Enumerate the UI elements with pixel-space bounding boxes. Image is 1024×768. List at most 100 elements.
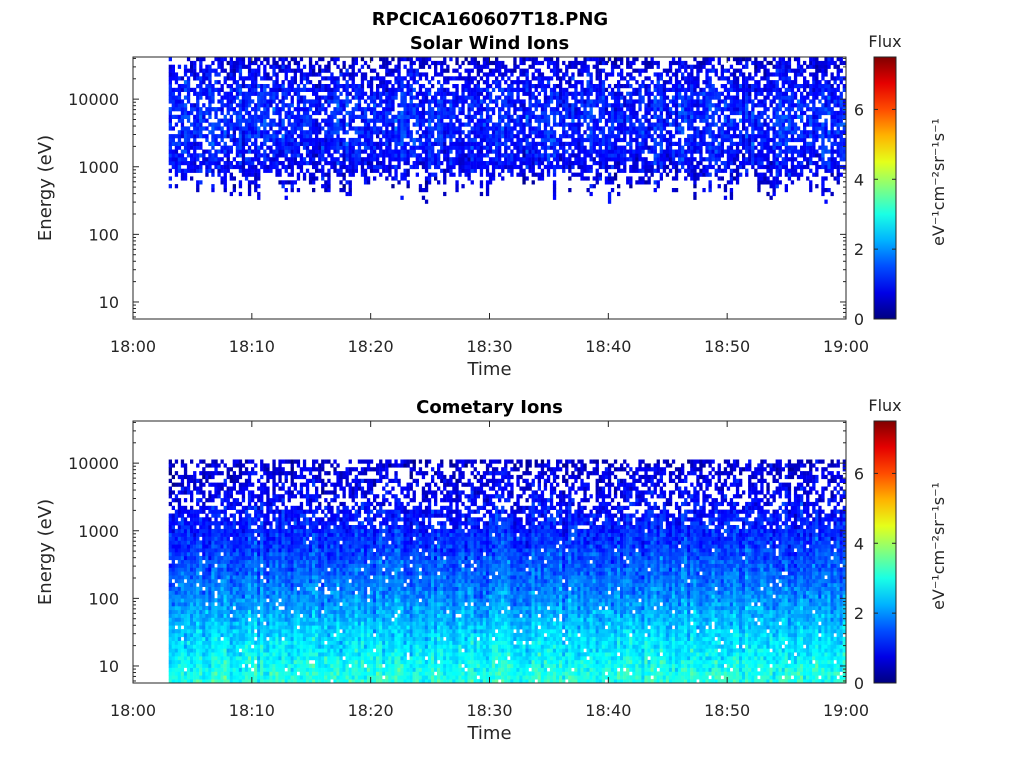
- heatmap-cell: [714, 145, 718, 150]
- heatmap-cell: [543, 134, 548, 139]
- heatmap-cell: [318, 153, 322, 158]
- heatmap-cell: [754, 161, 758, 166]
- heatmap-cell: [647, 130, 651, 135]
- heatmap-cell: [745, 99, 749, 104]
- heatmap-cell: [278, 130, 282, 135]
- heatmap-cell: [290, 172, 294, 177]
- heatmap-cell: [281, 134, 285, 139]
- heatmap-cell: [705, 172, 709, 177]
- heatmap-cell: [467, 114, 471, 119]
- heatmap-cell: [754, 57, 758, 62]
- heatmap-cell: [318, 87, 322, 92]
- heatmap-cell: [647, 84, 651, 89]
- heatmap-cell: [519, 130, 523, 135]
- heatmap-cell: [778, 130, 782, 135]
- heatmap-cell: [491, 176, 496, 181]
- heatmap-cell: [312, 153, 316, 158]
- heatmap-cell: [595, 76, 599, 81]
- heatmap-cell: [211, 153, 215, 158]
- heatmap-cell: [455, 180, 459, 185]
- heatmap-cell: [321, 103, 325, 108]
- heatmap-cell: [809, 168, 813, 173]
- heatmap-cell: [363, 60, 368, 66]
- heatmap-cell: [543, 149, 548, 154]
- heatmap-cell: [388, 68, 392, 73]
- heatmap-cell: [690, 95, 694, 100]
- heatmap-cell: [580, 60, 584, 66]
- heatmap-cell: [348, 164, 352, 170]
- heatmap-cell: [211, 130, 215, 135]
- heatmap-cell: [562, 153, 566, 158]
- heatmap-cell: [431, 172, 435, 177]
- heatmap-cell: [775, 68, 779, 73]
- heatmap-cell: [308, 107, 313, 112]
- heatmap-cell: [321, 153, 325, 158]
- heatmap-cell: [742, 72, 746, 77]
- heatmap-cell: [434, 91, 438, 96]
- heatmap-cell: [790, 122, 795, 127]
- heatmap-cell: [787, 176, 792, 181]
- heatmap-cell: [229, 191, 233, 197]
- heatmap-cell: [418, 91, 423, 96]
- heatmap-cell: [260, 153, 264, 158]
- heatmap-cell: [568, 103, 572, 108]
- heatmap-cell: [241, 103, 246, 108]
- heatmap-cell: [711, 137, 715, 143]
- heatmap-cell: [391, 87, 395, 92]
- heatmap-cell: [333, 91, 337, 96]
- heatmap-cell: [241, 137, 246, 143]
- heatmap-cell: [229, 176, 233, 181]
- heatmap-cell: [577, 118, 581, 123]
- heatmap-cell: [769, 87, 773, 92]
- heatmap-cell: [745, 149, 749, 154]
- heatmap-cell: [766, 87, 770, 92]
- heatmap-cell: [308, 149, 313, 154]
- heatmap-cell: [815, 68, 819, 73]
- heatmap-cell: [241, 118, 246, 123]
- heatmap-cell: [790, 134, 795, 139]
- heatmap-cell: [708, 126, 712, 131]
- heatmap-cell: [244, 107, 249, 112]
- heatmap-cell: [620, 76, 624, 81]
- heatmap-cell: [595, 91, 599, 96]
- heatmap-cell: [650, 122, 654, 127]
- heatmap-cell: [199, 64, 203, 69]
- heatmap-cell: [638, 141, 642, 146]
- heatmap-cell: [455, 68, 459, 73]
- heatmap-cell: [726, 137, 731, 143]
- heatmap-cell: [708, 114, 712, 119]
- heatmap-cell: [818, 134, 822, 139]
- heatmap-cell: [601, 164, 606, 170]
- heatmap-cell: [540, 114, 545, 119]
- heatmap-cell: [308, 72, 313, 77]
- heatmap-cell: [382, 141, 386, 146]
- heatmap-cell: [467, 130, 471, 135]
- heatmap-cell: [275, 95, 279, 100]
- heatmap-cell: [803, 137, 807, 143]
- heatmap-cell: [290, 130, 294, 135]
- heatmap-cell: [696, 91, 700, 96]
- heatmap-cell: [690, 68, 694, 73]
- heatmap-cell: [321, 164, 325, 170]
- heatmap-cell: [528, 103, 532, 108]
- heatmap-cell: [760, 145, 764, 150]
- heatmap-cell: [739, 103, 743, 108]
- heatmap-cell: [455, 84, 459, 89]
- heatmap-cell: [641, 60, 645, 66]
- heatmap-cell: [803, 122, 807, 127]
- heatmap-cell: [543, 137, 548, 143]
- heatmap-cell: [726, 91, 731, 96]
- heatmap-cell: [510, 157, 514, 162]
- heatmap-cell: [522, 114, 526, 119]
- heatmap-cell: [714, 87, 718, 92]
- heatmap-cell: [485, 103, 490, 108]
- heatmap-cell: [650, 149, 654, 154]
- heatmap-cell: [403, 110, 407, 116]
- heatmap-cell: [391, 149, 395, 154]
- heatmap-cell: [549, 153, 554, 158]
- heatmap-cell: [479, 118, 484, 123]
- heatmap-cell: [735, 60, 740, 66]
- heatmap-cell: [687, 80, 691, 85]
- heatmap-cell: [403, 103, 407, 108]
- heatmap-cell: [748, 134, 752, 139]
